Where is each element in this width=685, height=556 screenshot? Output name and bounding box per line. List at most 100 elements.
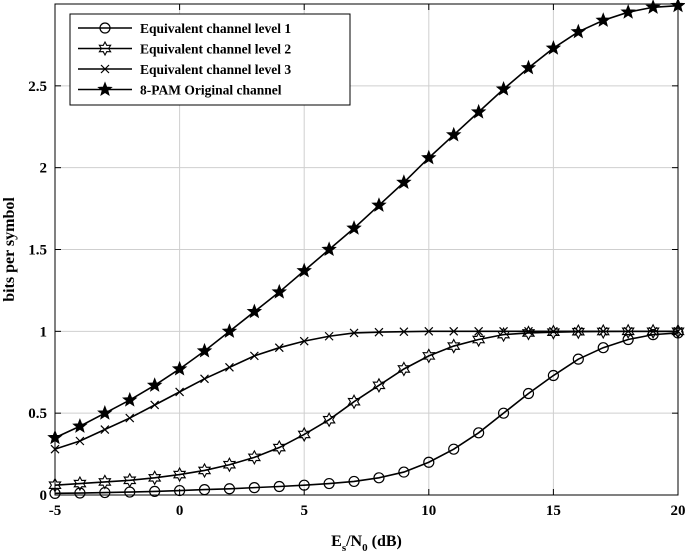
series-1-point-5 bbox=[174, 484, 186, 497]
series-3-line bbox=[54, 330, 678, 450]
series-3-point-4-stroke-b bbox=[150, 400, 160, 410]
legend-label-3: Equivalent channel level 3 bbox=[140, 62, 291, 77]
series-2-point-13 bbox=[372, 377, 386, 394]
series-3-point-20 bbox=[548, 326, 558, 336]
series-2-point-1 bbox=[73, 475, 87, 492]
series-3-point-5-stroke-b bbox=[175, 387, 185, 397]
series-1-point-8 bbox=[248, 482, 260, 494]
series-2-point-14 bbox=[397, 361, 411, 377]
series-3-point-11 bbox=[324, 331, 334, 341]
series-3-point-24-stroke-b bbox=[648, 326, 658, 336]
series-1-point-19 bbox=[522, 387, 535, 400]
y-tick-label-0: 0 bbox=[40, 488, 48, 504]
series-layer bbox=[47, 0, 685, 499]
series-4-point-1 bbox=[72, 418, 88, 433]
series-1-point-9 bbox=[273, 480, 285, 493]
series-4-point-2 bbox=[97, 405, 113, 420]
legend-label-4: 8-PAM Original channel bbox=[140, 83, 282, 98]
series-4-point-3 bbox=[122, 391, 138, 407]
series-4-point-9 bbox=[271, 283, 287, 299]
series-4-point-20 bbox=[545, 40, 562, 55]
series-3-point-5 bbox=[175, 387, 185, 397]
series-3-point-6 bbox=[200, 374, 209, 384]
y-tick-label-3: 1.5 bbox=[28, 243, 47, 259]
series-2-point-23 bbox=[621, 323, 635, 340]
series-4-point-7 bbox=[221, 323, 238, 338]
series-3-point-12 bbox=[349, 328, 359, 338]
series-3-point-18 bbox=[499, 326, 508, 336]
series-3-point-1-stroke-b bbox=[75, 436, 85, 446]
series-3-point-20-stroke-b bbox=[548, 326, 558, 336]
series-4 bbox=[47, 0, 685, 445]
series-3-point-10 bbox=[299, 336, 309, 346]
series-3-point-11-stroke-b bbox=[324, 331, 334, 341]
series-2-point-6 bbox=[197, 462, 212, 479]
series-1-point-14 bbox=[398, 466, 410, 478]
series-4-point-15 bbox=[421, 149, 437, 165]
series-4-point-19 bbox=[520, 59, 537, 75]
series-3-point-2 bbox=[100, 425, 110, 434]
series-3-point-14-stroke-b bbox=[399, 327, 409, 337]
series-3-point-7 bbox=[225, 362, 234, 372]
series-4-point-22 bbox=[595, 12, 611, 27]
y-tick-label-2: 1 bbox=[40, 324, 48, 340]
legend-entry-1: Equivalent channel level 1 bbox=[78, 21, 291, 36]
series-2-point-11 bbox=[322, 412, 336, 428]
series-3-point-14 bbox=[399, 327, 409, 337]
series-2-point-10 bbox=[297, 426, 311, 443]
series-1-point-7 bbox=[223, 483, 236, 495]
series-3-point-1 bbox=[75, 436, 85, 446]
series-2-point-21 bbox=[571, 323, 585, 340]
x-tick-label-0: -5 bbox=[49, 503, 62, 519]
series-3-point-13 bbox=[374, 327, 384, 337]
series-3-point-8-stroke-b bbox=[249, 351, 259, 361]
x-axis-title-main: E bbox=[331, 533, 342, 550]
x-axis-title-tail: (dB) bbox=[368, 533, 402, 550]
series-1-point-13 bbox=[373, 472, 385, 484]
series-3-point-23 bbox=[623, 326, 633, 336]
legend-entry-3: Equivalent channel level 3 bbox=[78, 62, 291, 77]
series-1-point-16 bbox=[448, 443, 460, 455]
series-3-point-3 bbox=[125, 413, 135, 423]
series-2-point-2 bbox=[98, 474, 112, 490]
x-tick-label-4: 15 bbox=[546, 503, 561, 519]
series-4-point-16 bbox=[446, 126, 462, 142]
series-4-point-13 bbox=[371, 197, 387, 212]
series-1-point-22 bbox=[597, 342, 609, 354]
series-2-point-24 bbox=[646, 323, 660, 340]
y-tick-label-5: 2.5 bbox=[28, 79, 47, 95]
series-3-point-7-stroke-b bbox=[225, 362, 234, 372]
series-3-point-10-stroke-b bbox=[299, 336, 309, 346]
series-3-point-17-stroke-b bbox=[474, 326, 484, 336]
series-3-point-24 bbox=[648, 326, 658, 336]
series-4-point-24 bbox=[645, 0, 661, 14]
series-3-point-6-stroke-b bbox=[200, 374, 209, 384]
legend-marker-2 bbox=[98, 40, 112, 57]
series-2-point-5 bbox=[172, 466, 187, 483]
series-4-point-4 bbox=[146, 377, 163, 392]
series-3-point-19-stroke-b bbox=[524, 326, 533, 336]
series-3-point-3-stroke-b bbox=[125, 413, 135, 423]
series-3-point-9 bbox=[274, 343, 284, 353]
series-1-point-23 bbox=[622, 333, 634, 346]
series-3-point-13-stroke-b bbox=[374, 327, 384, 337]
y-tick-label-1: 0.5 bbox=[28, 406, 47, 422]
series-2-point-15 bbox=[422, 348, 436, 364]
series-1-point-12 bbox=[348, 475, 360, 488]
x-tick-label-3: 10 bbox=[421, 503, 436, 519]
series-4-line bbox=[54, 4, 679, 439]
series-4-point-11 bbox=[321, 241, 337, 257]
series-2-point-20 bbox=[546, 324, 561, 340]
series-1-point-17 bbox=[473, 427, 485, 439]
legend-marker-1 bbox=[99, 22, 111, 34]
series-3-point-21 bbox=[573, 326, 583, 336]
series-3-point-22-stroke-b bbox=[598, 326, 608, 336]
series-3-point-16 bbox=[449, 326, 459, 336]
series-2-point-7 bbox=[222, 457, 237, 473]
series-3-point-19 bbox=[524, 326, 533, 336]
x-tick-label-2: 5 bbox=[300, 503, 308, 519]
legend-marker-3 bbox=[100, 64, 110, 74]
series-1-point-1 bbox=[74, 487, 86, 499]
series-4-point-14 bbox=[396, 174, 412, 189]
series-3-point-15 bbox=[424, 326, 434, 336]
